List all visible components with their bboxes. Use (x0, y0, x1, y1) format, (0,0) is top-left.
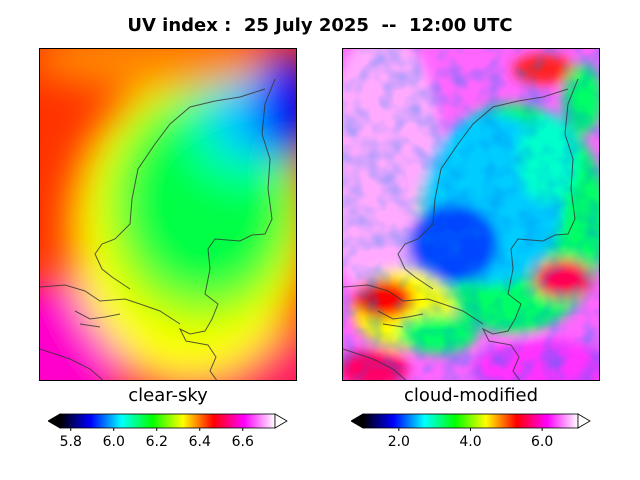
colorbar-gradient (362, 413, 579, 429)
colorbar-tick-label: 6.4 (188, 434, 211, 450)
colorbar-min-extend (48, 413, 61, 429)
figure-title: UV index : 25 July 2025 -- 12:00 UTC (127, 15, 513, 36)
map-panel-clear-sky (39, 48, 297, 381)
country-borders (40, 78, 276, 380)
colorbar-min-extend (351, 413, 364, 429)
map-panel-cloud-modified (342, 48, 600, 381)
colorbar-tick-label: 4.0 (459, 434, 482, 450)
cloud-modified-field (343, 49, 599, 380)
colorbar-tick-label: 6.0 (531, 434, 554, 450)
colorbar-max-extend (274, 413, 288, 429)
colorbar-tick-label: 2.0 (387, 434, 410, 450)
colorbar-tick-label: 6.6 (231, 434, 254, 450)
colorbar-tick-label: 6.0 (102, 434, 125, 450)
panel-label-cloud-modified: cloud-modified (403, 385, 539, 406)
panel-label-clear-sky: clear-sky (128, 385, 208, 406)
colorbar-gradient (59, 413, 276, 429)
country-borders (343, 78, 579, 380)
colorbar-clear-sky (48, 413, 288, 431)
colorbar-max-extend (577, 413, 591, 429)
colorbar-cloud-modified (351, 413, 591, 431)
colorbar-tick-label: 5.8 (59, 434, 82, 450)
clear-sky-field (40, 49, 296, 380)
colorbar-tick-label: 6.2 (145, 434, 168, 450)
